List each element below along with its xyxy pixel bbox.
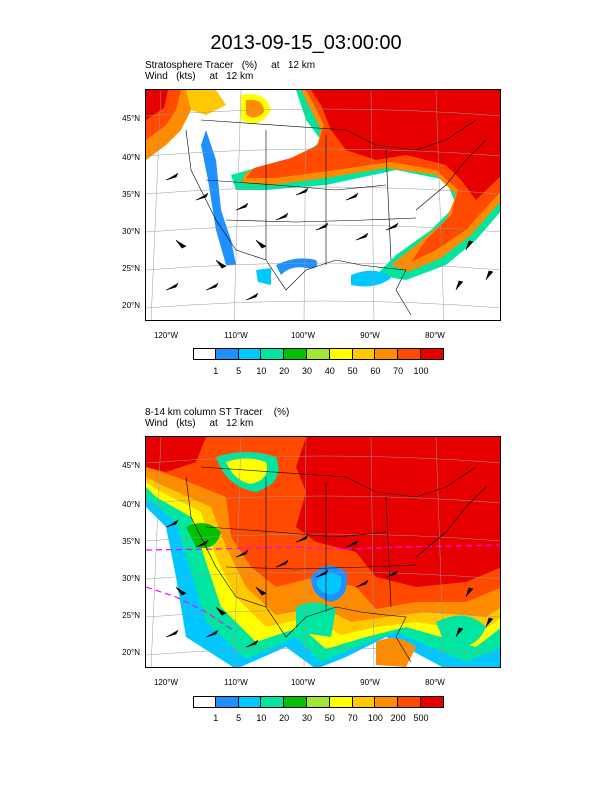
- colorbar-label: 70: [347, 713, 358, 723]
- colorbar-label: 10: [256, 713, 267, 723]
- colorbar-swatch: [238, 348, 262, 360]
- lat-label: 20°N: [122, 301, 140, 310]
- colorbar-swatch: [352, 348, 376, 360]
- lat-label: 40°N: [122, 500, 140, 509]
- colorbar-swatch: [398, 696, 421, 708]
- colorbar-label: 100: [413, 366, 429, 376]
- lon-label: 100°W: [290, 331, 316, 340]
- panel-1-boundaries: [185, 119, 487, 316]
- panel-2-colorbar: [193, 696, 444, 708]
- panel-1-wind-barbs: [165, 172, 494, 301]
- lat-label: 35°N: [122, 537, 140, 546]
- colorbar-label: 200: [390, 713, 406, 723]
- panel-2-map: [145, 436, 501, 668]
- colorbar-label: 500: [413, 713, 429, 723]
- colorbar-swatch: [215, 696, 239, 708]
- colorbar-label: 70: [393, 366, 404, 376]
- lon-label: 120°W: [153, 678, 179, 687]
- lat-label: 45°N: [122, 114, 140, 123]
- colorbar-swatch: [193, 696, 216, 708]
- colorbar-label: 50: [324, 713, 335, 723]
- colorbar-label: 10: [256, 366, 267, 376]
- colorbar-label: 1: [213, 713, 219, 723]
- colorbar-swatch: [238, 696, 262, 708]
- colorbar-swatch: [420, 348, 444, 360]
- panel-2-tropopause-line: [146, 544, 500, 633]
- colorbar-swatch: [398, 348, 421, 360]
- colorbar-label: 30: [301, 366, 312, 376]
- panel-1-graticule: [146, 90, 500, 320]
- lat-label: 30°N: [122, 227, 140, 236]
- panel-1-colorbar: [193, 348, 444, 360]
- panel-2-title-line2: Wind (kts) at 12 km: [145, 418, 254, 429]
- panel-1-map-svg: [146, 90, 500, 320]
- panel-1-title-line2: Wind (kts) at 12 km: [145, 71, 254, 82]
- colorbar-swatch: [261, 696, 285, 708]
- panel-1-tracer-field: [146, 90, 500, 287]
- colorbar-swatch: [420, 696, 444, 708]
- lon-label: 90°W: [360, 331, 380, 340]
- lon-label: 90°W: [360, 678, 380, 687]
- panel-2-title: 8-14 km column ST Tracer (%) Wind (kts) …: [145, 407, 289, 429]
- colorbar-label: 40: [324, 366, 335, 376]
- lat-label: 30°N: [122, 574, 140, 583]
- colorbar-swatch: [375, 348, 399, 360]
- colorbar-label: 100: [367, 713, 383, 723]
- colorbar-label: 5: [236, 713, 242, 723]
- panel-2-graticule: [146, 437, 500, 667]
- panel-2-tracer-field: [146, 437, 500, 667]
- colorbar-label: 50: [347, 366, 358, 376]
- colorbar-swatch: [193, 348, 216, 360]
- lon-label: 100°W: [290, 678, 316, 687]
- colorbar-swatch: [352, 696, 376, 708]
- colorbar-label: 30: [301, 713, 312, 723]
- panel-2-wind-barbs: [165, 519, 494, 648]
- colorbar-swatch: [284, 348, 307, 360]
- colorbar-swatch: [329, 696, 353, 708]
- colorbar-swatch: [329, 348, 353, 360]
- colorbar-label: 20: [279, 366, 290, 376]
- panel-2-title-line1: 8-14 km column ST Tracer (%): [145, 407, 290, 418]
- lon-label: 120°W: [153, 331, 179, 340]
- lat-label: 35°N: [122, 190, 140, 199]
- main-title: 2013-09-15_03:00:00: [210, 32, 402, 54]
- colorbar-label: 20: [279, 713, 290, 723]
- lat-label: 25°N: [122, 264, 140, 273]
- lat-label: 40°N: [122, 153, 140, 162]
- panel-1-map: [145, 89, 501, 321]
- panel-2-map-svg: [146, 437, 500, 667]
- colorbar-swatch: [261, 348, 285, 360]
- lon-label: 110°W: [224, 678, 248, 687]
- lat-label: 45°N: [122, 461, 140, 470]
- colorbar-label: 60: [370, 366, 381, 376]
- panel-1-title: Stratosphere Tracer (%) at 12 km Wind (k…: [145, 60, 315, 82]
- lat-label: 25°N: [122, 611, 140, 620]
- lon-label: 80°W: [425, 678, 445, 687]
- panel-1-title-line1: Stratosphere Tracer (%) at 12 km: [145, 60, 316, 71]
- colorbar-swatch: [306, 348, 330, 360]
- colorbar-swatch: [375, 696, 399, 708]
- lon-label: 110°W: [224, 331, 248, 340]
- panel-2-boundaries: [185, 466, 487, 663]
- colorbar-label: 1: [213, 366, 219, 376]
- colorbar-swatch: [306, 696, 330, 708]
- lat-label: 20°N: [122, 648, 140, 657]
- colorbar-swatch: [284, 696, 307, 708]
- colorbar-label: 5: [236, 366, 242, 376]
- lon-label: 80°W: [425, 331, 445, 340]
- colorbar-swatch: [215, 348, 239, 360]
